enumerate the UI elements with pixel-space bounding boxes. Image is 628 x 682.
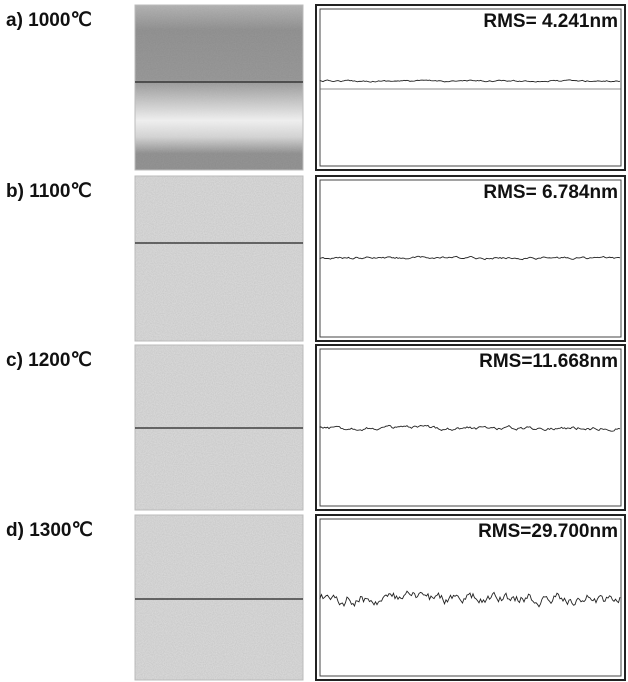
profile-frame-outer: [315, 514, 626, 681]
image-frame: [134, 514, 304, 681]
image-texture: [135, 176, 303, 341]
panel-label: a) 1000℃: [6, 10, 92, 31]
image-shade: [135, 5, 303, 170]
image-texture: [135, 515, 303, 680]
profile-frame-outer: [315, 4, 626, 171]
rms-label: RMS= 6.784nm: [483, 182, 618, 203]
image-frame: [134, 4, 304, 171]
rms-label: RMS=11.668nm: [479, 351, 618, 372]
profile-trace: [319, 255, 621, 261]
profile-trace: [319, 590, 621, 608]
rms-label: RMS= 4.241nm: [483, 11, 618, 32]
profile-trace: [319, 79, 621, 83]
profile-trace: [319, 424, 621, 432]
profile-frame-inner: [319, 8, 622, 167]
rms-label: RMS=29.700nm: [478, 521, 618, 542]
image-frame: [134, 175, 304, 342]
panel-label: c) 1200℃: [6, 350, 92, 371]
profile-frame-outer: [315, 175, 626, 342]
panel-label: d) 1300℃: [6, 520, 93, 541]
panel-label: b) 1100℃: [6, 181, 92, 202]
